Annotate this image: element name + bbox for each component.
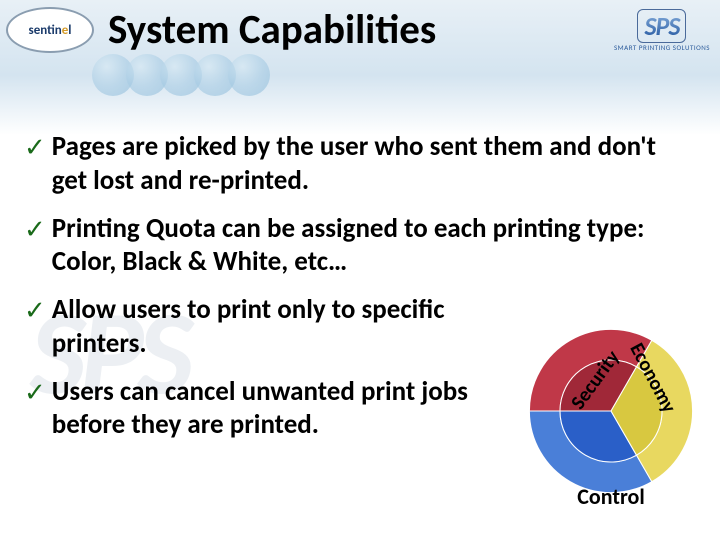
check-icon: ✓ — [24, 216, 46, 242]
bullet-text: Allow users to print only to specific pr… — [52, 293, 496, 361]
check-icon: ✓ — [24, 134, 46, 160]
sps-logo-small: SMART PRINTING SOLUTIONS — [614, 43, 710, 52]
pie-chart: Security Economy Control — [516, 326, 706, 516]
pie-label-control: Control — [516, 483, 706, 510]
bullet-text: Users can cancel unwanted print jobs bef… — [52, 375, 496, 443]
sentinel-logo: sentinel — [6, 7, 94, 53]
check-icon: ✓ — [24, 379, 46, 405]
logo-text: sentin — [29, 23, 62, 38]
page-title: System Capabilities — [108, 5, 614, 55]
sps-logo: SPS SMART PRINTING SOLUTIONS — [614, 9, 710, 52]
bullet-text: Printing Quota can be assigned to each p… — [52, 212, 696, 280]
slide: SPS sentinel System Capabilities SPS SMA… — [0, 0, 720, 540]
logo-text: l — [68, 23, 71, 38]
header: sentinel System Capabilities SPS SMART P… — [0, 5, 720, 55]
list-item: ✓ Printing Quota can be assigned to each… — [24, 212, 696, 280]
check-icon: ✓ — [24, 297, 46, 323]
list-item: ✓ Pages are picked by the user who sent … — [24, 130, 696, 198]
bullet-text: Pages are picked by the user who sent th… — [52, 130, 696, 198]
decorative-bubbles — [100, 54, 270, 96]
sps-logo-big: SPS — [637, 9, 686, 43]
